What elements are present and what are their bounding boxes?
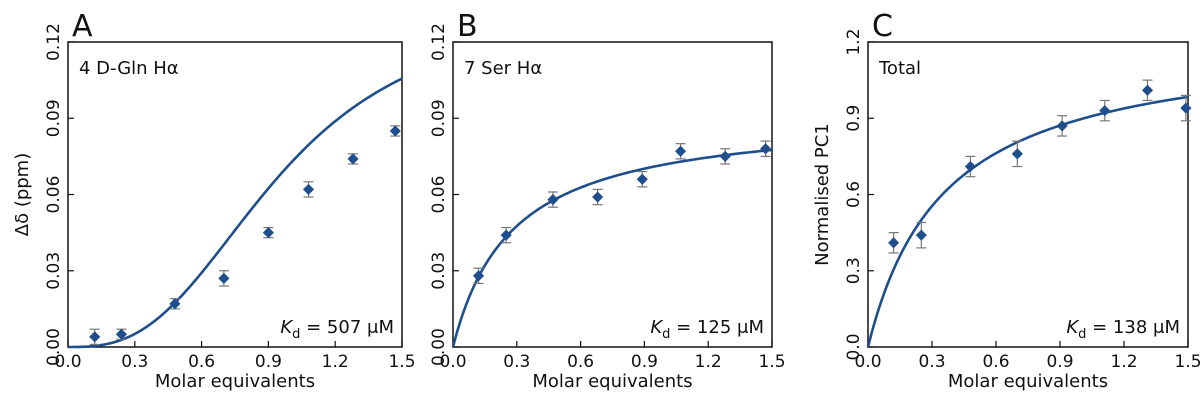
y-axis-label: Δδ (ppm) (12, 153, 33, 236)
residue-label: 7 Ser Hα (464, 58, 542, 79)
panel-letter: B (457, 9, 478, 44)
x-axis-label: Molar equivalents (948, 371, 1108, 392)
x-tick-label: 0.0 (439, 352, 466, 372)
x-tick-label: 1.5 (1174, 352, 1201, 372)
x-tick-label: 0.0 (54, 352, 81, 372)
y-tick-label: 0.12 (44, 23, 64, 61)
y-tick-label: 0.03 (429, 252, 449, 290)
residue-label: 4 D-Gln Hα (79, 58, 179, 79)
x-tick-label: 1.2 (1110, 352, 1137, 372)
data-point-marker (547, 194, 559, 206)
data-point-marker (636, 173, 648, 185)
x-tick-label: 1.2 (322, 352, 349, 372)
x-tick-label: 0.0 (854, 352, 881, 372)
y-tick-label: 0.06 (44, 176, 64, 214)
data-point-marker (915, 229, 927, 241)
chart-panel-a: A 0.0 0.3 0.6 0.9 1.2 1.5 0.00 0.03 0.06 0.09 0.12 M… (12, 9, 416, 392)
x-tick-label: 1.5 (388, 352, 415, 372)
kd-symbol: K (650, 317, 663, 338)
data-point-marker (218, 272, 230, 284)
y-axis-label: Normalised PC1 (812, 123, 833, 266)
residue-label: Total (878, 58, 921, 79)
data-point-marker (347, 153, 359, 165)
data-point-marker (1056, 120, 1068, 132)
plot-frame (452, 41, 773, 348)
data-point-marker (115, 328, 128, 340)
x-tick-label: 0.3 (503, 352, 530, 372)
data-point-marker (169, 298, 181, 310)
y-tick-label: 0.00 (44, 328, 64, 366)
y-tick-label: 0.06 (429, 176, 449, 214)
data-point-marker (1099, 105, 1111, 117)
x-tick-label: 0.9 (1046, 352, 1073, 372)
data-point-marker (262, 227, 274, 239)
data-point-marker (1011, 148, 1023, 160)
kd-symbol: K (1066, 317, 1079, 338)
data-point-marker (674, 145, 687, 157)
kd-label: Kd = 507 μM (280, 317, 394, 342)
kd-label: Kd = 138 μM (1066, 317, 1180, 342)
plot-frame (67, 41, 403, 348)
data-point-marker (389, 125, 401, 137)
x-tick-label: 0.6 (188, 352, 215, 372)
y-tick-label: 0.09 (429, 99, 449, 137)
y-tick-label: 0.00 (429, 328, 449, 366)
chart-panel-b: B 0.0 0.3 0.6 0.9 1.2 1.5 0.00 0.03 0.06 0.09 0.12 M… (429, 9, 786, 392)
x-axis-label: Molar equivalents (532, 371, 692, 392)
x-tick-label: 1.2 (695, 352, 722, 372)
x-tick-label: 0.6 (982, 352, 1009, 372)
x-tick-label: 0.3 (121, 352, 148, 372)
fit-curve (68, 77, 403, 349)
data-point-marker (760, 143, 772, 155)
kd-subscript: d (292, 327, 300, 342)
data-point-marker (592, 191, 604, 203)
y-tick-label: 0.0 (844, 333, 864, 360)
kd-label: Kd = 125 μM (650, 317, 764, 342)
kd-value: = 138 μM (1086, 317, 1180, 338)
data-point-marker (500, 229, 512, 241)
y-tick-label: 0.12 (429, 23, 449, 61)
data-point-marker (472, 270, 485, 282)
panel-letter: C (872, 9, 893, 44)
y-tick-label: 0.6 (844, 181, 864, 208)
x-tick-label: 0.9 (255, 352, 282, 372)
x-tick-label: 0.3 (918, 352, 945, 372)
kd-symbol: K (280, 317, 293, 338)
kd-subscript: d (662, 327, 670, 342)
kd-subscript: d (1078, 327, 1086, 342)
fit-curve (866, 95, 1189, 348)
y-tick-label: 0.9 (844, 105, 864, 132)
y-tick-label: 0.03 (44, 252, 64, 290)
kd-value: = 507 μM (300, 317, 394, 338)
data-point-marker (888, 237, 900, 249)
x-tick-label: 1.5 (758, 352, 785, 372)
chart-panel-c: C0.0 0.3 0.6 0.9 1.2 1.50.00.30.60.91.2Molar … (812, 9, 1202, 392)
y-tick-label: 0.3 (844, 257, 864, 284)
data-point-marker (964, 160, 976, 173)
x-tick-label: 0.9 (631, 352, 658, 372)
y-tick-label: 1.2 (844, 28, 864, 55)
y-tick-label: 0.09 (44, 99, 64, 137)
x-tick-label: 0.6 (567, 352, 594, 372)
data-point-marker (1180, 102, 1192, 114)
kd-value: = 125 μM (670, 317, 764, 338)
data-point-marker (719, 150, 731, 162)
data-point-marker (302, 183, 315, 195)
plot-frame (867, 41, 1189, 348)
data-point-marker (89, 331, 101, 343)
data-point-marker (1141, 84, 1154, 96)
panel-letter: A (72, 9, 93, 44)
x-axis-label: Molar equivalents (155, 371, 315, 392)
